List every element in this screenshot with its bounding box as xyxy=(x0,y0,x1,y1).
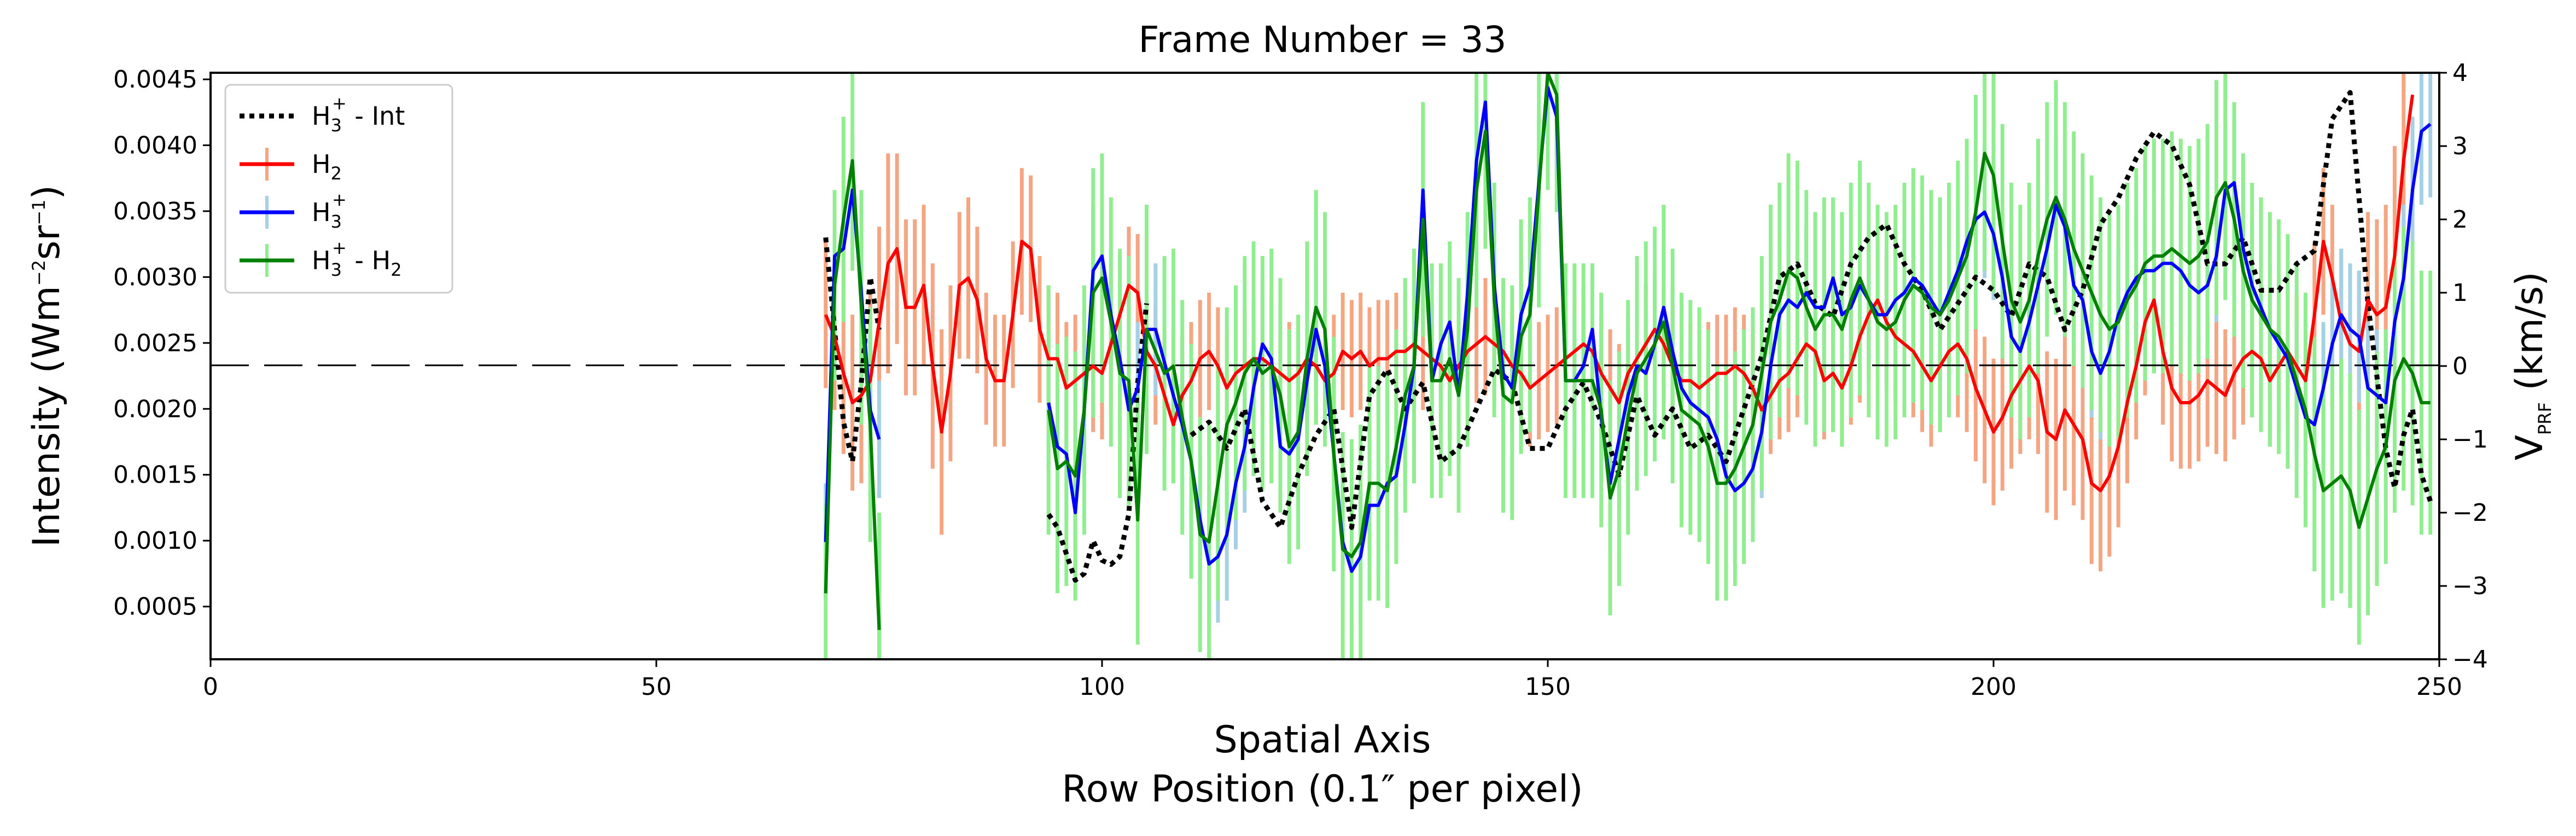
x-tick-label: 250 xyxy=(2416,673,2462,701)
y-left-tick-label: 0.0030 xyxy=(113,263,197,291)
x-tick-label: 200 xyxy=(1971,673,2016,701)
y-left-tick-label: 0.0020 xyxy=(113,395,197,423)
y-left-tick-label: 0.0005 xyxy=(113,593,197,621)
y-right-tick-label: −3 xyxy=(2452,572,2488,600)
y-right-tick-label: 0 xyxy=(2452,352,2468,380)
y-axis-right-title: VPRF (km/s) xyxy=(2508,271,2555,460)
y-left-tick-label: 0.0035 xyxy=(113,198,197,225)
x-axis-subtitle: Row Position (0.1″ per pixel) xyxy=(1062,768,1583,811)
y-left-tick-label: 0.0015 xyxy=(113,461,197,489)
legend: H3+ - Int H2 H3+ H3+ - H2 xyxy=(224,84,453,294)
x-tick-label: 50 xyxy=(641,673,672,701)
legend-box xyxy=(224,84,453,294)
series-line-h3- xyxy=(1047,85,2432,573)
series-line-h3-h2 xyxy=(1047,73,2431,559)
x-tick-label: 0 xyxy=(203,673,218,701)
x-tick-label: 100 xyxy=(1079,673,1125,701)
x-tick-label: 150 xyxy=(1525,673,1571,701)
series-lines xyxy=(823,73,2433,630)
y-right-tick-label: −4 xyxy=(2452,646,2488,674)
y-left-tick-label: 0.0025 xyxy=(113,329,197,357)
y-right-tick-label: −1 xyxy=(2452,426,2488,454)
series-line-h3-h2 xyxy=(824,159,881,630)
y-left-tick-label: 0.0040 xyxy=(113,131,197,159)
y-right-tick-label: 2 xyxy=(2452,206,2468,234)
y-axis-left: 0.0005 0.0010 0.0015 0.0020 0.0025 0.0030 0.00… xyxy=(113,66,211,621)
y-right-tick-label: 4 xyxy=(2452,59,2468,87)
y-right-tick-label: 1 xyxy=(2452,279,2468,307)
series-line-h2 xyxy=(824,94,2415,492)
y-left-tick-label: 0.0010 xyxy=(113,527,197,555)
x-axis-title: Spatial Axis xyxy=(1214,718,1431,762)
y-right-tick-label: 3 xyxy=(2452,132,2468,160)
y-axis-right: −4 −3 −2 −1 0 1 2 3 4 xyxy=(2439,59,2488,674)
x-axis: 0 50 100 150 200 250 xyxy=(203,659,2462,701)
y-axis-left-title: Intensity (Wm−2sr−1) xyxy=(25,185,68,547)
chart-title: Frame Number = 33 xyxy=(1139,19,1507,61)
y-left-tick-label: 0.0045 xyxy=(113,66,197,94)
y-right-tick-label: −2 xyxy=(2452,499,2488,527)
